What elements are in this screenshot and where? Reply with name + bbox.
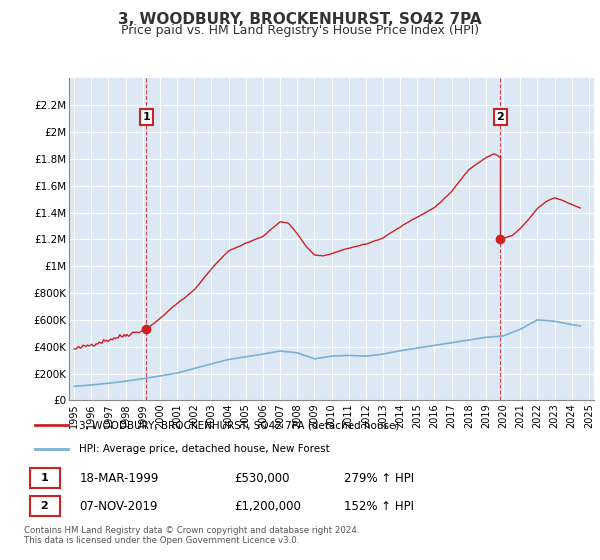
Text: 2: 2 — [497, 112, 505, 122]
Text: Contains HM Land Registry data © Crown copyright and database right 2024.: Contains HM Land Registry data © Crown c… — [24, 526, 359, 535]
Text: 279% ↑ HPI: 279% ↑ HPI — [344, 472, 414, 484]
Text: HPI: Average price, detached house, New Forest: HPI: Average price, detached house, New … — [79, 445, 330, 454]
Text: 3, WOODBURY, BROCKENHURST, SO42 7PA (detached house): 3, WOODBURY, BROCKENHURST, SO42 7PA (det… — [79, 420, 400, 430]
Text: 1: 1 — [142, 112, 150, 122]
Text: 07-NOV-2019: 07-NOV-2019 — [79, 500, 158, 513]
Text: 3, WOODBURY, BROCKENHURST, SO42 7PA: 3, WOODBURY, BROCKENHURST, SO42 7PA — [118, 12, 482, 27]
Text: 152% ↑ HPI: 152% ↑ HPI — [344, 500, 414, 513]
Text: Price paid vs. HM Land Registry's House Price Index (HPI): Price paid vs. HM Land Registry's House … — [121, 24, 479, 36]
Text: This data is licensed under the Open Government Licence v3.0.: This data is licensed under the Open Gov… — [24, 536, 299, 545]
Text: 2: 2 — [41, 501, 48, 511]
FancyBboxPatch shape — [29, 468, 60, 488]
Text: 1: 1 — [41, 473, 48, 483]
Text: £530,000: £530,000 — [234, 472, 289, 484]
Text: 18-MAR-1999: 18-MAR-1999 — [79, 472, 158, 484]
Text: £1,200,000: £1,200,000 — [234, 500, 301, 513]
FancyBboxPatch shape — [29, 496, 60, 516]
